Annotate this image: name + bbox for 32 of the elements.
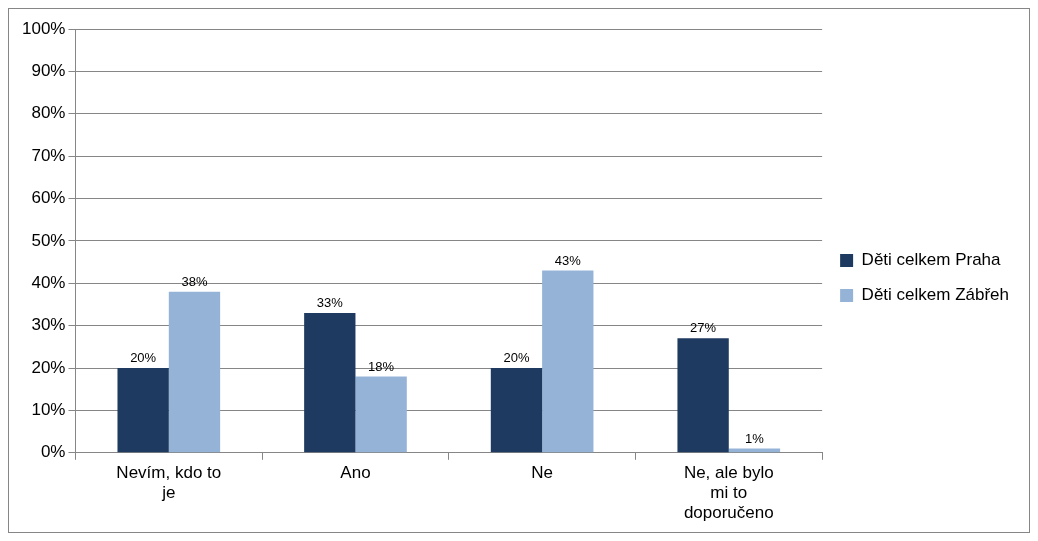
data-label: 27%	[690, 320, 717, 336]
data-label: 33%	[316, 295, 344, 311]
data-label: 38%	[181, 273, 208, 289]
legend-label: Děti celkem Zábřeh	[861, 285, 1009, 305]
bar	[168, 291, 221, 453]
bar	[490, 368, 543, 453]
y-tick-label: 80%	[31, 103, 66, 123]
y-tick-label: 40%	[31, 272, 66, 292]
bar	[355, 376, 407, 453]
data-label: 1%	[745, 430, 765, 446]
bar	[117, 368, 169, 453]
data-label: 18%	[368, 358, 395, 374]
bar	[542, 270, 594, 453]
y-tick-label: 60%	[31, 188, 66, 208]
y-tick-label: 10%	[31, 400, 66, 420]
y-tick-label: 0%	[40, 442, 66, 462]
x-tick-label: Ne, ale bylo mi to doporučeno	[683, 462, 774, 523]
y-tick-label: 50%	[31, 230, 66, 250]
y-tick-label: 90%	[31, 61, 66, 81]
data-label: 20%	[503, 350, 530, 366]
bar	[677, 338, 729, 453]
y-tick-label: 70%	[31, 145, 66, 165]
y-tick-label: 20%	[31, 357, 66, 377]
legend-label: Děti celkem Praha	[861, 250, 1002, 270]
data-label: 43%	[554, 252, 582, 268]
y-tick-label: 100%	[22, 18, 66, 38]
bar	[304, 312, 356, 453]
data-label: 20%	[130, 350, 157, 366]
x-tick-label: Ano	[340, 462, 371, 482]
y-tick-label: 30%	[31, 315, 66, 335]
x-tick-label: Nevím, kdo to je	[116, 462, 222, 503]
x-tick-label: Ne	[531, 462, 553, 482]
